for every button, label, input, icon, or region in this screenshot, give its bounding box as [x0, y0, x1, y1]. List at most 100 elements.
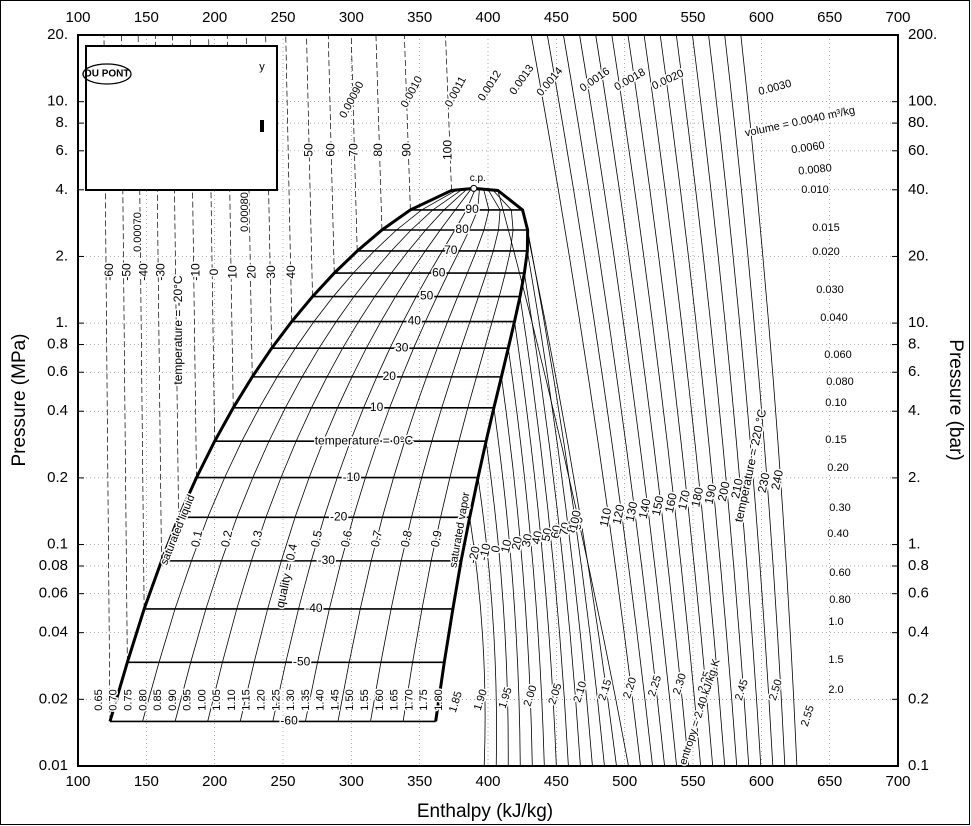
liquid-isotherm	[327, 34, 335, 274]
isotherm-label: -10	[189, 263, 203, 281]
y2-tick-label: 0.1	[908, 757, 929, 774]
quality-line	[142, 187, 474, 722]
x-tick-label: 600	[749, 773, 774, 790]
y-tick-label: 0.8	[47, 336, 68, 353]
y2-tick-label: 6.	[908, 363, 921, 380]
quality-label: 0.6	[338, 529, 355, 549]
liquid-isotherm	[306, 34, 313, 297]
liquid-isotherm	[445, 34, 452, 191]
isotherm-label: -40	[136, 263, 150, 281]
x-tick-label-top: 500	[612, 9, 637, 26]
logo-frame	[85, 45, 278, 191]
isotherm-label: 70	[346, 143, 360, 157]
isotherm-label: 20	[244, 265, 258, 279]
x-tick-label-top: 450	[544, 9, 569, 26]
superheat-isotherm	[526, 250, 593, 767]
y2-tick-label: 80.	[908, 114, 929, 131]
x-tick-label: 300	[339, 773, 364, 790]
y-tick-label: 1.	[55, 314, 68, 331]
volume-label: 0.0030	[757, 78, 793, 98]
y-tick-label: 0.2	[47, 469, 68, 486]
isotherm-label: 60	[432, 265, 446, 279]
y-tick-label: 20.	[47, 26, 68, 43]
entropy-label: 0.75	[122, 689, 134, 710]
entropy-label: 1.75	[418, 689, 430, 710]
x-tick-label: 100	[65, 773, 90, 790]
y2-tick-label: 0.4	[908, 624, 929, 641]
critical-point-label: c.p.	[470, 173, 486, 184]
y-tick-label: 0.02	[39, 690, 68, 707]
y2-tick-label: 0.2	[908, 690, 929, 707]
superheat-isotherm	[477, 477, 497, 767]
entropy-label: 0.95	[182, 689, 194, 710]
x-tick-label: 550	[680, 773, 705, 790]
isotherm-label: 190	[702, 483, 720, 506]
y2-tick-label: 1.	[908, 536, 921, 553]
y2-tick-label: 40.	[908, 181, 929, 198]
logo-oval	[82, 63, 132, 85]
quality-label: 0.1	[188, 529, 205, 549]
y2-axis-title: Pressure (bar)	[945, 339, 966, 460]
volume-label: 0.0018	[612, 66, 647, 93]
entropy-label: 2.15	[596, 678, 614, 702]
y2-tick-label: 10.	[908, 314, 929, 331]
isotherm-label: -20	[330, 510, 348, 524]
liquid-isotherm	[375, 34, 383, 231]
quality-label: 0.8	[398, 529, 415, 549]
superheat-isotherm	[527, 229, 605, 767]
isotherm-label: 40	[284, 265, 298, 279]
superheat-isotherm	[659, 34, 738, 767]
volume-label: 0.0014	[535, 65, 566, 98]
entropy-label: 1.70	[403, 689, 415, 710]
x-tick-label: 150	[134, 773, 159, 790]
volume-label: 0.00070	[132, 212, 144, 252]
entropy-label: 1.50	[344, 689, 356, 710]
isotherm-label: 50	[538, 526, 555, 542]
entropy-label: 1.30	[285, 689, 297, 710]
entropy-label: 0.90	[167, 689, 179, 710]
y-tick-label: 0.08	[39, 557, 68, 574]
superheat-isotherm	[546, 34, 653, 767]
isotherm-label: 140	[636, 497, 654, 520]
quality-line	[402, 187, 514, 722]
quality-line	[304, 188, 480, 722]
x-tick-label-top: 150	[134, 9, 159, 26]
superheat-isotherm	[692, 34, 762, 767]
entropy-label: 2.25	[646, 674, 664, 698]
entropy-label: 2.45	[733, 678, 751, 702]
quality-label: 0.7	[368, 529, 385, 549]
isotherm-label: -10	[476, 542, 493, 562]
x-tick-label-top: 700	[885, 9, 910, 26]
volume-label: 0.00080	[239, 192, 251, 232]
isotherm-label: 40	[408, 314, 422, 328]
superheat-isotherm	[514, 321, 557, 767]
isotherm-label: 10	[225, 265, 239, 279]
x-tick-label-top: 250	[270, 9, 295, 26]
y-tick-label: 10.	[47, 93, 68, 110]
isotherm-label: 100	[566, 509, 584, 532]
isotherm-label: 70	[556, 521, 573, 537]
isotherm-label: -50	[120, 263, 134, 281]
isotherm-label: 30	[395, 340, 409, 354]
superheat-isotherm	[740, 34, 798, 767]
superheat-isotherm	[595, 34, 690, 767]
isotherm-label: 80	[371, 143, 385, 157]
isotherm-label: 100	[441, 140, 455, 160]
y2-tick-label: 0.8	[908, 557, 929, 574]
volume-label: 0.0012	[476, 68, 504, 103]
entropy-label: 2.50	[767, 678, 785, 702]
y-tick-label: 0.4	[47, 402, 68, 419]
entropy-label: 1.80	[433, 689, 445, 710]
entropy-label: 0.70	[108, 689, 120, 710]
volume-label: 0.0060	[790, 140, 825, 157]
isotherm-label: 0	[207, 268, 221, 275]
superheat-isotherm	[497, 190, 629, 767]
isotherm-label: 180	[688, 486, 706, 509]
volume-label: 1.5	[828, 654, 843, 666]
x-tick-label-top: 350	[407, 9, 432, 26]
superheat-isotherm	[579, 34, 677, 767]
liquid-isotherm	[285, 34, 293, 322]
logo-brand: DU PONT	[85, 69, 130, 80]
isotherm-label: 10	[498, 538, 515, 554]
x-tick-label: 450	[544, 773, 569, 790]
